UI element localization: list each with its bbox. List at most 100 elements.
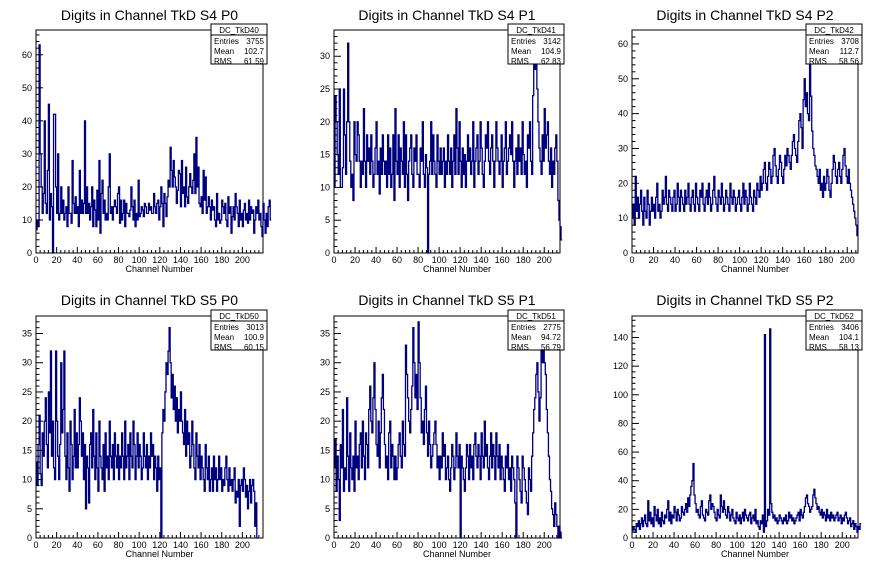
x-tick-label: 20 <box>649 255 659 265</box>
y-tick-label: 0 <box>27 533 32 543</box>
x-axis-label: Channel Number <box>125 549 193 559</box>
y-tick-label: 0 <box>325 248 330 258</box>
y-tick-label: 20 <box>618 178 628 188</box>
histogram-panel-6: Digits in Channel TkD S5 P2 0 20 40 60 80 100 1… <box>613 292 863 559</box>
histogram-series <box>36 44 272 254</box>
x-tick-label: 180 <box>516 540 531 550</box>
x-tick-label: 160 <box>495 255 510 265</box>
y-tick-label: 30 <box>22 358 32 368</box>
x-tick-label: 140 <box>772 540 787 550</box>
x-tick-label: 140 <box>775 255 790 265</box>
y-tick-label: 10 <box>320 182 330 192</box>
x-tick-label: 60 <box>690 540 700 550</box>
x-tick-label: 180 <box>814 540 829 550</box>
x-tick-label: 140 <box>173 255 188 265</box>
x-tick-label: 80 <box>114 255 124 265</box>
stats-label: Mean <box>511 47 531 56</box>
y-tick-label: 35 <box>320 329 330 339</box>
x-tick-label: 100 <box>730 540 745 550</box>
y-tick-label: 5 <box>27 504 32 514</box>
y-tick-label: 60 <box>618 447 628 457</box>
x-tick-label: 60 <box>392 255 402 265</box>
stats-label: RMS <box>809 57 827 66</box>
x-tick-label: 200 <box>537 540 552 550</box>
stats-box: DC_TkD40 Entries 3755 Mean 102.7 RMS 61.59 <box>210 23 268 66</box>
x-tick-label: 120 <box>754 255 769 265</box>
x-tick-label: 120 <box>453 540 468 550</box>
stats-value: 104.9 <box>541 47 562 56</box>
y-axis: 0 5 10 15 20 25 30 <box>320 36 341 258</box>
stats-label: Mean <box>214 333 234 342</box>
y-tick-label: 120 <box>613 361 628 371</box>
x-tick-label: 0 <box>331 255 336 265</box>
histogram-series <box>632 328 862 533</box>
stats-value: 56.79 <box>541 343 562 352</box>
stats-value: 3013 <box>246 323 264 332</box>
stats-label: Entries <box>214 37 239 46</box>
stats-value: 3755 <box>246 37 264 46</box>
y-tick-label: 60 <box>618 39 628 49</box>
x-tick-label: 180 <box>516 255 531 265</box>
y-tick-label: 80 <box>618 418 628 428</box>
x-tick-label: 20 <box>350 540 360 550</box>
stats-box-frame <box>210 309 268 351</box>
stats-box-frame <box>805 309 863 351</box>
stats-label: RMS <box>809 343 827 352</box>
x-tick-label: 120 <box>751 540 766 550</box>
x-axis-label: Channel Number <box>423 549 491 559</box>
stats-label: RMS <box>214 57 232 66</box>
y-tick-label: 30 <box>320 51 330 61</box>
x-tick-label: 100 <box>132 540 147 550</box>
chart-title: Digits in Channel TkD S4 P0 <box>61 7 238 23</box>
y-tick-label: 0 <box>325 533 330 543</box>
x-tick-label: 20 <box>350 255 360 265</box>
y-tick-label: 20 <box>320 416 330 426</box>
x-tick-label: 100 <box>132 255 147 265</box>
x-axis: 0 20 40 60 80 100 120 140 160 180 200 Channel Numbe… <box>331 532 558 559</box>
y-tick-label: 15 <box>320 445 330 455</box>
y-tick-label: 40 <box>618 476 628 486</box>
stats-label: Entries <box>809 323 834 332</box>
y-tick-label: 10 <box>22 475 32 485</box>
stats-box-frame <box>507 309 565 351</box>
histogram-series <box>632 46 858 237</box>
stats-value: 58.56 <box>839 57 860 66</box>
y-tick-label: 40 <box>22 116 32 126</box>
x-tick-label: 140 <box>173 540 188 550</box>
x-tick-label: 20 <box>648 540 658 550</box>
x-axis: 0 20 40 60 80 100 120 140 160 180 200 Channel Numbe… <box>629 532 856 559</box>
stats-box: DC_TkD52 Entries 3406 Mean 104.1 RMS 58.13 <box>805 309 863 352</box>
x-tick-label: 120 <box>152 255 167 265</box>
stats-histogram-name: DC_TkD52 <box>814 312 854 321</box>
y-tick-label: 25 <box>320 84 330 94</box>
x-tick-label: 80 <box>413 255 423 265</box>
y-tick-label: 20 <box>618 504 628 514</box>
stats-label: Mean <box>809 47 829 56</box>
x-tick-label: 100 <box>432 540 447 550</box>
x-tick-label: 40 <box>371 255 381 265</box>
y-tick-label: 30 <box>22 149 32 159</box>
stats-value: 58.13 <box>839 343 860 352</box>
x-tick-label: 140 <box>474 255 489 265</box>
x-tick-label: 0 <box>33 540 38 550</box>
x-tick-label: 0 <box>629 540 634 550</box>
x-tick-label: 180 <box>818 255 833 265</box>
stats-box-frame <box>507 23 565 65</box>
x-tick-label: 120 <box>152 540 167 550</box>
stats-label: Entries <box>809 37 834 46</box>
x-tick-label: 200 <box>840 255 855 265</box>
stats-value: 102.7 <box>244 47 265 56</box>
stats-value: 3708 <box>841 37 859 46</box>
stats-label: Entries <box>214 323 239 332</box>
stats-histogram-name: DC_TkD40 <box>219 26 259 35</box>
stats-value: 60.15 <box>244 343 265 352</box>
stats-histogram-name: DC_TkD42 <box>814 26 854 35</box>
x-tick-label: 160 <box>797 255 812 265</box>
y-tick-label: 0 <box>623 533 628 543</box>
chart-title: Digits in Channel TkD S5 P2 <box>656 292 833 308</box>
y-tick-label: 100 <box>613 390 628 400</box>
y-axis: 0 5 10 15 20 25 30 35 <box>22 321 43 543</box>
x-tick-label: 180 <box>214 540 229 550</box>
x-tick-label: 140 <box>474 540 489 550</box>
